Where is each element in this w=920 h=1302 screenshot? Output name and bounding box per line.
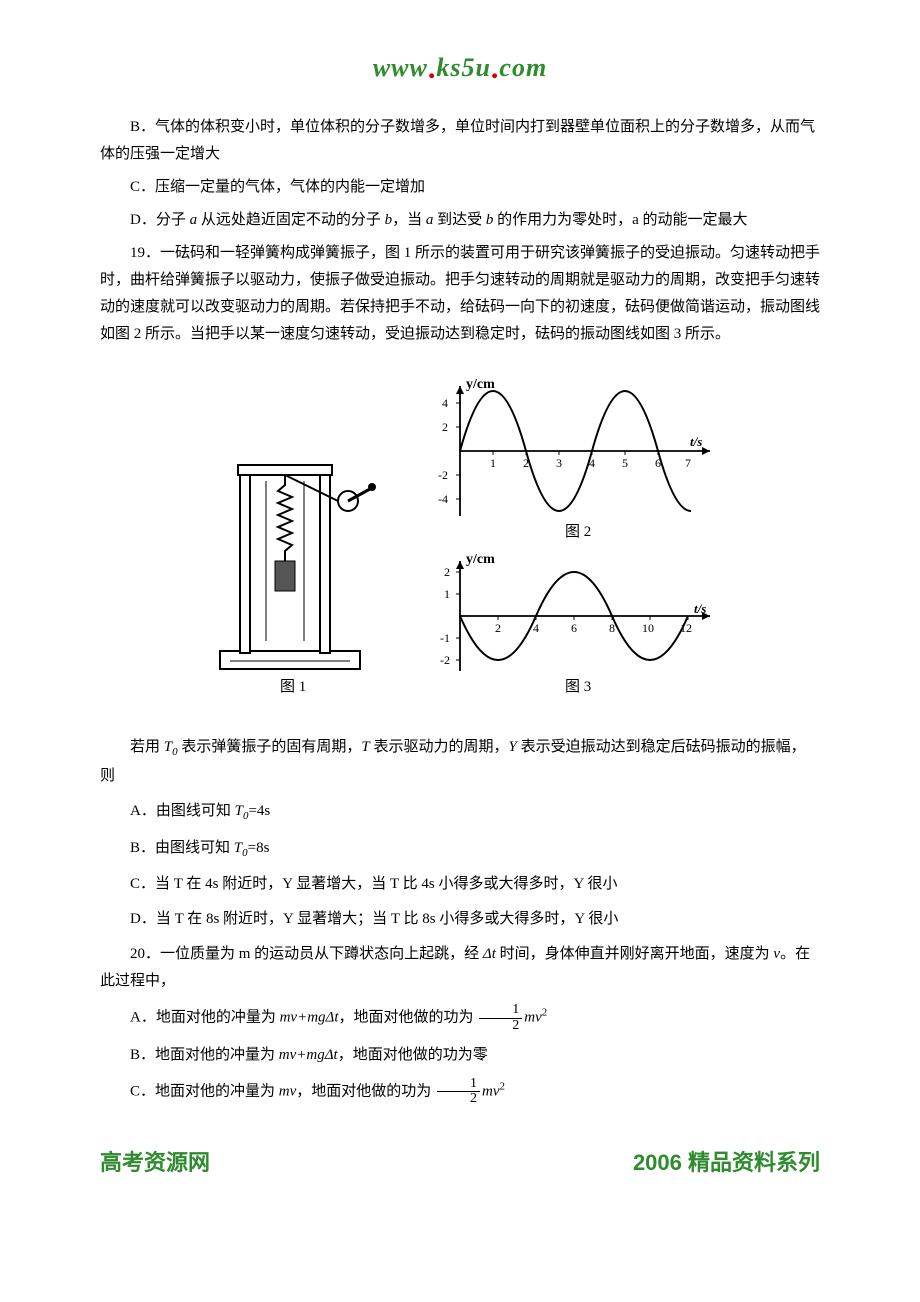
q20-optA-mid: ，地面对他做的功为 xyxy=(339,1010,474,1026)
svg-text:6: 6 xyxy=(571,621,577,635)
q18-optD-mid4: 的作用力为零处时，a 的动能一定最大 xyxy=(493,212,747,228)
svg-text:2: 2 xyxy=(495,621,501,635)
q20-optC-mv: mv xyxy=(482,1083,500,1099)
q18-optD-mid1: 从远处趋近固定不动的分子 xyxy=(197,212,385,228)
q20-optA-frac: 12 xyxy=(479,1003,522,1033)
url-mid: ks5u xyxy=(436,53,491,82)
svg-text:7: 7 xyxy=(685,456,691,470)
q19-optA-T: T xyxy=(235,803,243,819)
q20-optC-frac: 12 xyxy=(437,1077,480,1107)
fig2-label: 图 2 xyxy=(565,523,591,540)
frac-num: 1 xyxy=(437,1077,480,1093)
q18-optB: B．气体的体积变小时，单位体积的分子数增多，单位时间内打到器壁单位面积上的分子数… xyxy=(100,114,820,168)
q18-optD: D．分子 a 从远处趋近固定不动的分子 b，当 a 到达受 b 的作用力为零处时… xyxy=(100,207,820,234)
q20-optC-imp: mv xyxy=(279,1083,297,1099)
q19-post-mid2: 表示驱动力的周期， xyxy=(370,739,509,755)
svg-text:10: 10 xyxy=(642,621,654,635)
q20-optB: B．地面对他的冲量为 mv+mgΔt，地面对他做的功为零 xyxy=(100,1042,820,1069)
q18-optC: C．压缩一定量的气体，气体的内能一定增加 xyxy=(100,174,820,201)
svg-text:1: 1 xyxy=(490,456,496,470)
q20-optC-pre: C．地面对他的冲量为 xyxy=(130,1083,279,1099)
q19-optA-val: =4s xyxy=(248,803,270,819)
frac-num: 1 xyxy=(479,1003,522,1019)
q19-post-Y: Y xyxy=(508,739,516,755)
q20-optB-pre: B．地面对他的冲量为 xyxy=(130,1047,279,1063)
q20-optA-sq: 2 xyxy=(542,1007,548,1019)
frac-den: 2 xyxy=(479,1019,522,1034)
url-prefix: www xyxy=(373,53,428,82)
q19-post: 若用 T0 表示弹簧振子的固有周期，T 表示驱动力的周期，Y 表示受迫振动达到稳… xyxy=(100,734,820,790)
fig3-chart: y/cm 2 1 -1 -2 2 4 6 8 10 12 xyxy=(440,552,710,695)
q19-optB-T: T xyxy=(234,840,242,856)
url-suffix: com xyxy=(499,53,547,82)
fig1-apparatus: 图 1 xyxy=(220,465,376,695)
q20-optB-dt: Δt xyxy=(325,1047,338,1063)
svg-text:-2: -2 xyxy=(438,468,448,482)
q19-post-T0: T xyxy=(164,739,172,755)
svg-text:-4: -4 xyxy=(438,492,448,506)
q20-stem-dt: Δt xyxy=(483,946,496,962)
svg-text:4: 4 xyxy=(442,396,448,410)
q19-optA: A．由图线可知 T0=4s xyxy=(100,798,820,827)
q18-optD-mid2: ，当 xyxy=(392,212,426,228)
q18-optD-b: b xyxy=(385,212,393,228)
svg-text:1: 1 xyxy=(444,587,450,601)
q19-svg: 图 1 y/cm 4 2 -2 -4 1 xyxy=(200,366,720,706)
frac-den: 2 xyxy=(437,1092,480,1107)
svg-text:3: 3 xyxy=(556,456,562,470)
q20-optB-imp1: mv+mg xyxy=(279,1047,325,1063)
q19-optB: B．由图线可知 T0=8s xyxy=(100,835,820,864)
q20-stem: 20．一位质量为 m 的运动员从下蹲状态向上起跳，经 Δt 时间，身体伸直并刚好… xyxy=(100,941,820,995)
fig2-chart: y/cm 4 2 -2 -4 1 2 3 xyxy=(438,377,710,540)
fig2-ylabel: y/cm xyxy=(466,377,495,392)
q20-stem-pre: 20．一位质量为 m 的运动员从下蹲状态向上起跳，经 xyxy=(130,946,483,962)
fig1-label: 图 1 xyxy=(280,678,306,695)
q19-optD: D．当 T 在 8s 附近时，Y 显著增大；当 T 比 8s 小得多或大得多时，… xyxy=(100,906,820,933)
header-url: www.ks5u.com xyxy=(100,40,820,94)
footer-left: 高考资源网 xyxy=(100,1145,210,1177)
q19-stem: 19．一砝码和一轻弹簧构成弹簧振子，图 1 所示的装置可用于研究该弹簧振子的受迫… xyxy=(100,240,820,348)
q20-optB-end: ，地面对他做的功为零 xyxy=(338,1047,488,1063)
q19-post-pre: 若用 xyxy=(130,739,164,755)
svg-text:t/s: t/s xyxy=(694,601,706,616)
svg-text:2: 2 xyxy=(442,420,448,434)
q19-optB-val: =8s xyxy=(248,840,270,856)
q20-stem-mid: 时间，身体伸直并刚好离开地面，速度为 xyxy=(496,946,774,962)
q19-optA-pre: A．由图线可知 xyxy=(130,803,235,819)
fig3-ylabel: y/cm xyxy=(466,552,495,567)
q20-optC-sq: 2 xyxy=(500,1080,506,1092)
q20-optC: C．地面对他的冲量为 mv，地面对他做的功为 12mv2 xyxy=(100,1077,820,1107)
q20-optC-mid: ，地面对他做的功为 xyxy=(296,1083,431,1099)
q19-optC: C．当 T 在 4s 附近时，Y 显著增大，当 T 比 4s 小得多或大得多时，… xyxy=(100,871,820,898)
q18-optD-a1: a xyxy=(190,212,198,228)
svg-text:-2: -2 xyxy=(440,653,450,667)
svg-text:t/s: t/s xyxy=(690,434,702,449)
q19-optB-pre: B．由图线可知 xyxy=(130,840,234,856)
svg-text:5: 5 xyxy=(622,456,628,470)
q20-optA-dt: Δt xyxy=(326,1010,339,1026)
q18-optD-pre: D．分子 xyxy=(130,212,190,228)
q19-post-mid1: 表示弹簧振子的固有周期， xyxy=(178,739,362,755)
q19-figures: 图 1 y/cm 4 2 -2 -4 1 xyxy=(100,366,820,716)
q20-optA: A．地面对他的冲量为 mv+mgΔt，地面对他做的功为 12mv2 xyxy=(100,1003,820,1033)
svg-text:2: 2 xyxy=(444,565,450,579)
q20-optA-imp1: mv+mg xyxy=(280,1010,326,1026)
fig3-label: 图 3 xyxy=(565,678,591,695)
svg-text:-1: -1 xyxy=(440,631,450,645)
q20-optA-mv: mv xyxy=(524,1010,542,1026)
footer-right: 2006 精品资料系列 xyxy=(633,1145,820,1177)
page-footer: 高考资源网 2006 精品资料系列 xyxy=(0,1135,920,1207)
q19-post-T: T xyxy=(361,739,369,755)
page-content: www.ks5u.com B．气体的体积变小时，单位体积的分子数增多，单位时间内… xyxy=(0,0,920,1135)
q20-optA-pre: A．地面对他的冲量为 xyxy=(130,1010,280,1026)
url-dot2: . xyxy=(491,52,500,85)
url-dot1: . xyxy=(428,52,437,85)
q18-optD-mid3: 到达受 xyxy=(433,212,486,228)
